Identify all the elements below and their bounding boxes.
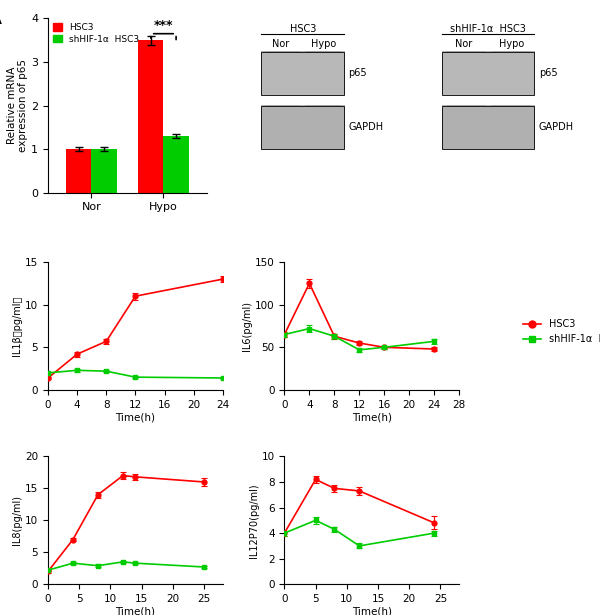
- Text: Hypo: Hypo: [311, 39, 336, 49]
- Text: HSC3: HSC3: [290, 23, 316, 34]
- Text: shHIF-1α  HSC3: shHIF-1α HSC3: [450, 23, 526, 34]
- Text: Nor: Nor: [455, 39, 472, 49]
- Text: Nor: Nor: [272, 39, 289, 49]
- Y-axis label: IL8(pg/ml): IL8(pg/ml): [12, 495, 22, 546]
- Text: Hypo: Hypo: [499, 39, 524, 49]
- Bar: [138, 40, 163, 192]
- Text: ***: ***: [154, 19, 173, 32]
- Bar: [163, 136, 189, 192]
- Legend: HSC3, shHIF-1α  HSC3: HSC3, shHIF-1α HSC3: [520, 315, 600, 348]
- X-axis label: Time(h): Time(h): [352, 607, 392, 615]
- Legend: HSC3, shHIF-1α  HSC3: HSC3, shHIF-1α HSC3: [53, 23, 139, 44]
- Text: A: A: [0, 10, 2, 28]
- X-axis label: Time(h): Time(h): [352, 413, 392, 423]
- Bar: [261, 52, 344, 95]
- Y-axis label: IL12P70(pg/ml): IL12P70(pg/ml): [249, 483, 259, 558]
- Text: GAPDH: GAPDH: [539, 122, 574, 132]
- Y-axis label: IL6(pg/ml): IL6(pg/ml): [242, 301, 252, 351]
- Text: p65: p65: [539, 68, 557, 78]
- X-axis label: Time(h): Time(h): [115, 607, 155, 615]
- X-axis label: Time(h): Time(h): [115, 413, 155, 423]
- Y-axis label: IL1β（pg/ml）: IL1β（pg/ml）: [12, 296, 22, 356]
- Bar: [66, 149, 91, 192]
- Bar: [261, 106, 344, 149]
- Bar: [91, 149, 116, 192]
- Bar: [442, 52, 535, 95]
- Text: p65: p65: [348, 68, 367, 78]
- Text: GAPDH: GAPDH: [348, 122, 383, 132]
- Bar: [442, 106, 535, 149]
- Y-axis label: Relative mRNA
expression of p65: Relative mRNA expression of p65: [7, 59, 28, 152]
